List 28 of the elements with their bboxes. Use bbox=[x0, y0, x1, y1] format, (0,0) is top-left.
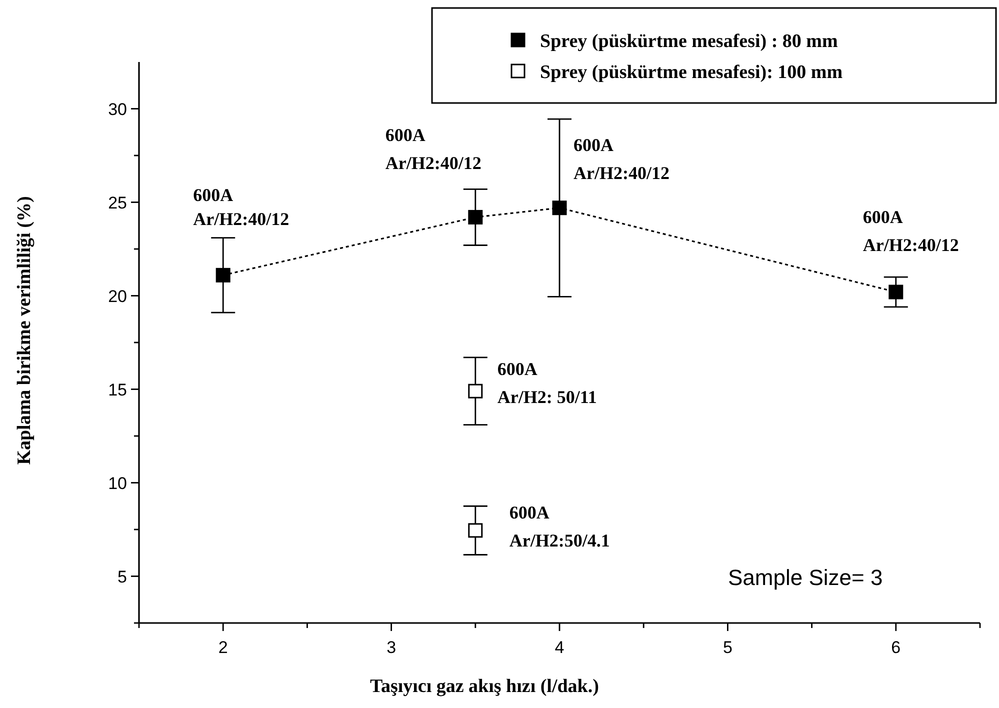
point bbox=[888, 284, 904, 300]
point bbox=[216, 268, 230, 282]
x-tick-label: 5 bbox=[722, 638, 732, 657]
x-tick-label: 2 bbox=[218, 638, 228, 657]
annotation: 600A Ar/H2: 50/11 bbox=[497, 359, 597, 408]
y-tick-label: 30 bbox=[108, 100, 127, 119]
y-tick-label: 5 bbox=[118, 567, 127, 586]
annotation: 600A Ar/H2:40/12 bbox=[193, 185, 290, 230]
legend-label: Sprey (püskürtme mesafesi): 100 mm bbox=[540, 62, 843, 83]
y-tick-label: 25 bbox=[108, 193, 127, 212]
annotation: 600A Ar/H2:40/12 bbox=[385, 125, 482, 174]
annotation: Sample Size= 3 bbox=[728, 565, 883, 590]
x-axis-title: Taşıyıcı gaz akış hızı (l/dak.) bbox=[370, 676, 599, 697]
point bbox=[552, 200, 567, 216]
legend-label: Sprey (püskürtme mesafesi) : 80 mm bbox=[540, 31, 838, 52]
y-tick-label: 20 bbox=[108, 286, 127, 306]
point bbox=[468, 523, 483, 538]
annotation: 600A Ar/H2:50/4.1 bbox=[509, 502, 610, 550]
y-tick-label: 10 bbox=[108, 474, 127, 493]
annotation: 600A Ar/H2:40/12 bbox=[862, 207, 959, 256]
x-tick-label: 4 bbox=[554, 638, 564, 657]
x-tick-label: 3 bbox=[386, 638, 396, 657]
annotation: 600A Ar/H2:40/12 bbox=[574, 134, 670, 183]
point bbox=[468, 210, 483, 224]
point bbox=[468, 384, 483, 398]
y-tick-label: 15 bbox=[108, 380, 127, 400]
y-axis-title: Kaplama birikme verimliliği (%) bbox=[14, 196, 35, 465]
x-tick-label: 6 bbox=[891, 638, 901, 657]
